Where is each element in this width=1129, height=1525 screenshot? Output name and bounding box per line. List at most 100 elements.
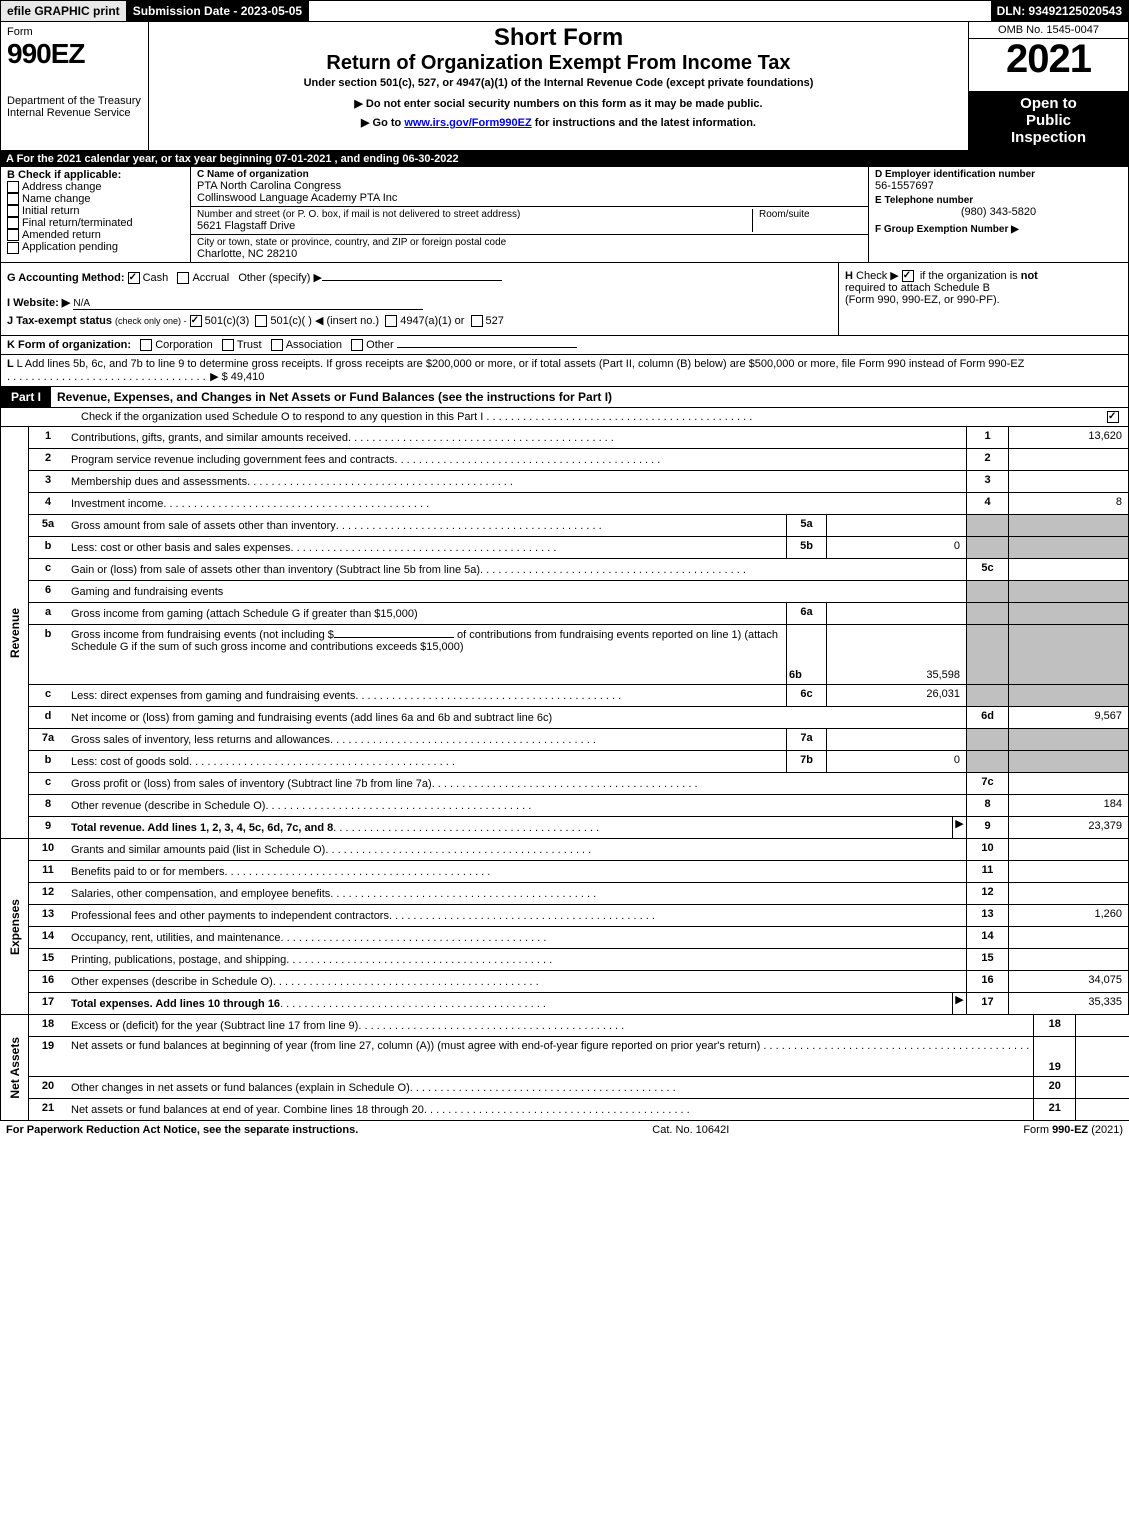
note-goto: ▶ Go to www.irs.gov/Form990EZ for instru… xyxy=(155,116,962,129)
val-13: 1,260 xyxy=(1008,905,1128,926)
line-h-text3: required to attach Schedule B xyxy=(845,282,1122,294)
irs-link[interactable]: www.irs.gov/Form990EZ xyxy=(404,117,531,129)
net-assets-section: Net Assets 18Excess or (deficit) for the… xyxy=(0,1015,1129,1121)
website-value: N/A xyxy=(73,298,423,310)
chk-association[interactable] xyxy=(271,339,283,351)
val-5c xyxy=(1008,559,1128,580)
open-to: Open to xyxy=(973,95,1124,112)
line-j-label: J Tax-exempt status xyxy=(7,315,112,327)
val-6d: 9,567 xyxy=(1008,707,1128,728)
val-21: 61,519 xyxy=(1075,1099,1129,1120)
sidebar-revenue: Revenue xyxy=(8,608,22,658)
part-i-check: Check if the organization used Schedule … xyxy=(0,408,1129,427)
part-i-title: Revenue, Expenses, and Changes in Net As… xyxy=(51,387,1128,407)
val-6c: 26,031 xyxy=(826,685,966,706)
org-street: 5621 Flagstaff Drive xyxy=(197,220,752,232)
val-8: 184 xyxy=(1008,795,1128,816)
org-name-1: PTA North Carolina Congress xyxy=(197,180,862,192)
val-11 xyxy=(1008,861,1128,882)
chk-application-pending[interactable]: Application pending xyxy=(7,241,184,253)
footer-left: For Paperwork Reduction Act Notice, see … xyxy=(6,1124,358,1136)
form-header: Form 990EZ Short Form Return of Organiza… xyxy=(0,22,1129,91)
val-4: 8 xyxy=(1008,493,1128,514)
val-9: 23,379 xyxy=(1008,817,1128,838)
footer-mid: Cat. No. 10642I xyxy=(652,1124,729,1136)
box-e-label: E Telephone number xyxy=(875,195,1122,206)
line-l-value: ▶ $ 49,410 xyxy=(210,371,264,383)
box-d-label: D Employer identification number xyxy=(875,169,1122,180)
box-c-street-label: Number and street (or P. O. box, if mail… xyxy=(197,209,752,220)
line-k: K Form of organization: Corporation Trus… xyxy=(0,336,1129,355)
org-city: Charlotte, NC 28210 xyxy=(197,248,862,260)
line-h-text4: (Form 990, 990-EZ, or 990-PF). xyxy=(845,294,1122,306)
footer: For Paperwork Reduction Act Notice, see … xyxy=(0,1121,1129,1139)
part-i-header: Part I Revenue, Expenses, and Changes in… xyxy=(0,387,1129,408)
line-l-text: L Add lines 5b, 6c, and 7b to line 9 to … xyxy=(17,358,1025,370)
submission-date: Submission Date - 2023-05-05 xyxy=(127,1,309,21)
chk-4947[interactable] xyxy=(385,315,397,327)
val-7b: 0 xyxy=(826,751,966,772)
line-i-label: I Website: ▶ xyxy=(7,297,70,309)
box-c-city-label: City or town, state or province, country… xyxy=(197,237,862,248)
chk-initial-return[interactable]: Initial return xyxy=(7,205,184,217)
gh-row: G Accounting Method: Cash Accrual Other … xyxy=(0,263,1129,336)
box-c-label: C Name of organization xyxy=(197,169,862,180)
chk-527[interactable] xyxy=(471,315,483,327)
chk-accrual[interactable] xyxy=(177,272,189,284)
note-ssn: ▶ Do not enter social security numbers o… xyxy=(155,97,962,110)
chk-schedule-b[interactable] xyxy=(902,270,914,282)
section-a: A For the 2021 calendar year, or tax yea… xyxy=(0,151,1129,167)
box-b-title: B Check if applicable: xyxy=(7,169,184,181)
val-10 xyxy=(1008,839,1128,860)
form-number: 990EZ xyxy=(7,38,142,70)
chk-name-change[interactable]: Name change xyxy=(7,193,184,205)
footer-right: Form 990-EZ (2021) xyxy=(1023,1124,1123,1136)
org-name-2: Collinswood Language Academy PTA Inc xyxy=(197,192,862,204)
val-17: 35,335 xyxy=(1008,993,1128,1014)
line-l: L L Add lines 5b, 6c, and 7b to line 9 t… xyxy=(0,355,1129,387)
val-5b: 0 xyxy=(826,537,966,558)
val-16: 34,075 xyxy=(1008,971,1128,992)
dept-irs: Internal Revenue Service xyxy=(7,107,142,119)
chk-schedule-o[interactable] xyxy=(1107,411,1119,423)
chk-501c[interactable] xyxy=(255,315,267,327)
topbar: efile GRAPHIC print Submission Date - 20… xyxy=(0,0,1129,22)
part-i-label: Part I xyxy=(1,387,51,407)
subtitle: Under section 501(c), 527, or 4947(a)(1)… xyxy=(155,77,962,89)
bcdef-row: B Check if applicable: Address change Na… xyxy=(0,167,1129,263)
chk-address-change[interactable]: Address change xyxy=(7,181,184,193)
val-12 xyxy=(1008,883,1128,904)
val-18: -11,956 xyxy=(1075,1015,1129,1036)
val-14 xyxy=(1008,927,1128,948)
val-2 xyxy=(1008,449,1128,470)
line-k-label: K Form of organization: xyxy=(7,339,131,351)
val-5a xyxy=(826,515,966,536)
box-f-label: F Group Exemption Number ▶ xyxy=(875,224,1122,235)
line-h-label: H xyxy=(845,270,853,282)
chk-trust[interactable] xyxy=(222,339,234,351)
chk-cash[interactable] xyxy=(128,272,140,284)
ein: 56-1557697 xyxy=(875,180,1122,192)
val-7a xyxy=(826,729,966,750)
efile-print[interactable]: efile GRAPHIC print xyxy=(1,1,127,21)
val-6a xyxy=(826,603,966,624)
tax-year: 2021 xyxy=(969,39,1128,79)
sidebar-expenses: Expenses xyxy=(8,899,22,955)
revenue-section: Revenue 1Contributions, gifts, grants, a… xyxy=(0,427,1129,839)
chk-final-return[interactable]: Final return/terminated xyxy=(7,217,184,229)
title-return: Return of Organization Exempt From Incom… xyxy=(155,52,962,75)
chk-501c3[interactable] xyxy=(190,315,202,327)
inspection: Inspection xyxy=(973,129,1124,146)
dln: DLN: 93492125020543 xyxy=(991,1,1128,21)
telephone: (980) 343-5820 xyxy=(875,206,1122,218)
chk-corporation[interactable] xyxy=(140,339,152,351)
chk-other-org[interactable] xyxy=(351,339,363,351)
chk-amended-return[interactable]: Amended return xyxy=(7,229,184,241)
val-7c xyxy=(1008,773,1128,794)
room-suite-label: Room/suite xyxy=(759,209,862,220)
form-header-2: Department of the Treasury Internal Reve… xyxy=(0,91,1129,151)
val-15 xyxy=(1008,949,1128,970)
form-word: Form xyxy=(7,26,142,38)
val-6b: 35,598 xyxy=(826,625,966,684)
expenses-section: Expenses 10Grants and similar amounts pa… xyxy=(0,839,1129,1015)
